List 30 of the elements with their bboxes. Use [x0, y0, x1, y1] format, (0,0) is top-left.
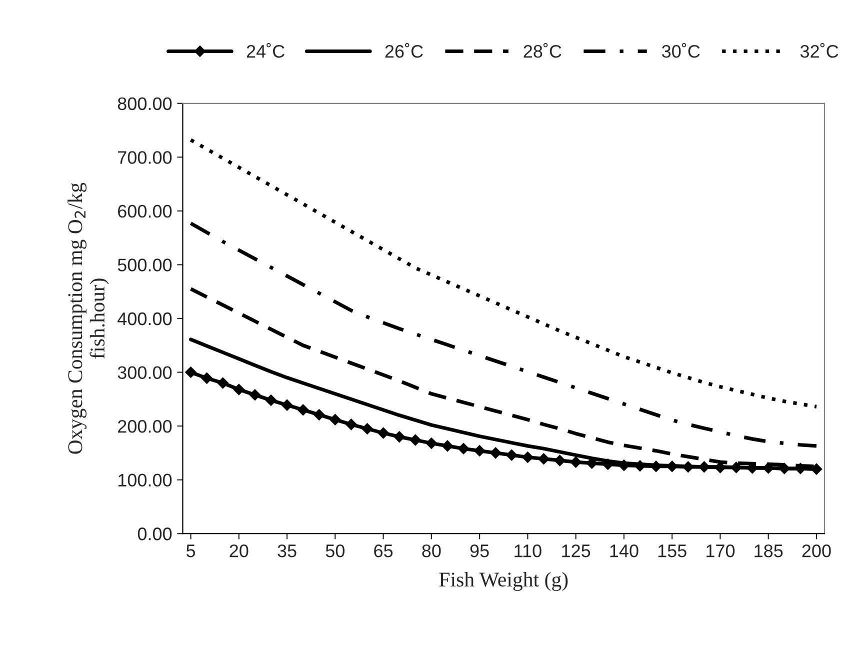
y-tick-label: 400.00	[118, 312, 172, 326]
x-tick-label: 140	[610, 544, 638, 558]
x-tick-label: 50	[326, 544, 344, 558]
x-tick-label: 95	[470, 544, 489, 558]
legend-label: 24˚C	[246, 43, 284, 58]
y-tick-label: 0.00	[138, 528, 172, 540]
y-tick-label: 700.00	[118, 151, 172, 164]
x-tick-label: 35	[278, 544, 296, 558]
y-tick-label: 600.00	[118, 204, 172, 218]
y-tick-label: 200.00	[118, 420, 172, 433]
y-tick-label: 300.00	[118, 366, 172, 379]
x-tick-label: 80	[422, 544, 441, 558]
x-tick-label: 200	[802, 544, 831, 558]
x-tick-label: 155	[658, 544, 686, 558]
x-tick-label: 185	[754, 544, 783, 558]
y-tick-label: 800.00	[118, 97, 172, 110]
y-tick-label: 100.00	[118, 474, 172, 487]
legend-label: 26˚C	[385, 43, 423, 58]
x-axis-title: Fish Weight (g)	[439, 572, 568, 591]
x-tick-label: 125	[562, 544, 590, 558]
x-tick-label: 110	[514, 544, 542, 558]
legend-label: 32˚C	[800, 43, 838, 58]
text: Oxygen Consumption mg O$_{2}$/kg fish.hour)	[68, 182, 109, 454]
y-tick-label: 500.00	[118, 258, 172, 272]
x-tick-label: 20	[230, 544, 248, 558]
x-tick-label: 170	[706, 544, 735, 558]
legend-label: 30˚C	[662, 43, 700, 58]
x-tick-label: 5	[186, 544, 196, 558]
legend-label: 28˚C	[524, 43, 562, 58]
x-tick-label: 65	[374, 544, 393, 558]
